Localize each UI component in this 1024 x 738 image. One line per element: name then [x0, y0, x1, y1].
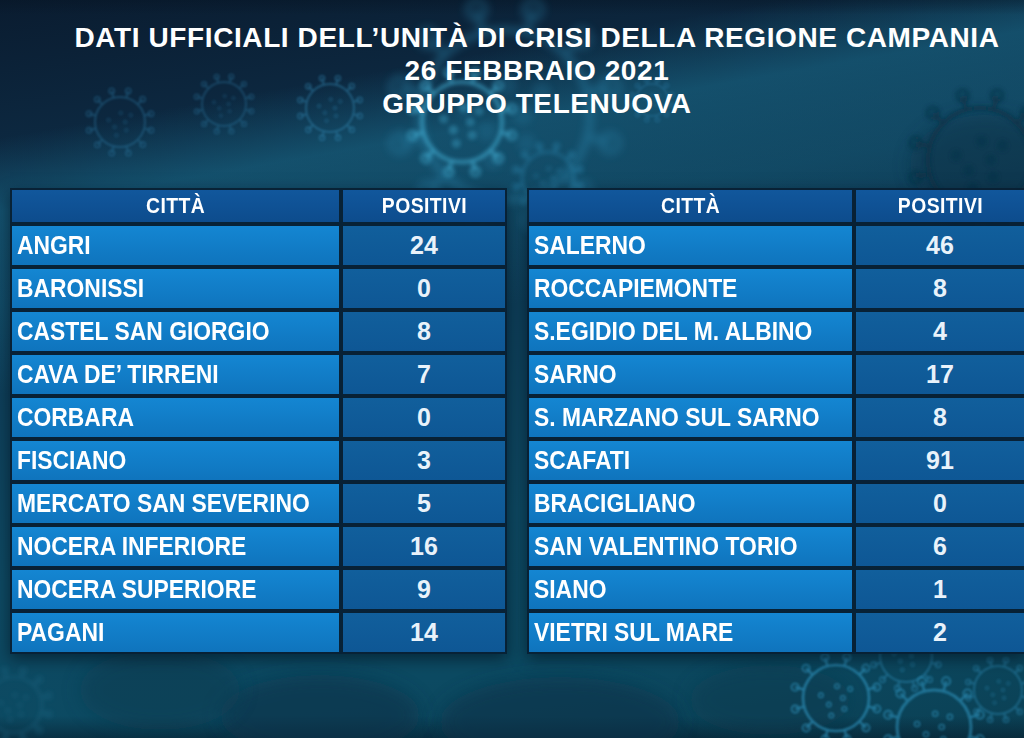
city-cell: FISCIANO: [12, 441, 339, 480]
background-blob: [80, 650, 240, 730]
city-name: FISCIANO: [17, 445, 126, 476]
header-label: CITTÀ: [146, 193, 205, 219]
city-name: SCAFATI: [534, 445, 630, 476]
title-line-1: DATI UFFICIALI DELL’UNITÀ DI CRISI DELLA…: [25, 21, 1024, 54]
positivi-cell: 4: [856, 312, 1024, 351]
city-name: CASTEL SAN GIORGIO: [17, 316, 270, 347]
city-cell: MERCATO SAN SEVERINO: [12, 484, 339, 523]
positivi-cell: 24: [343, 226, 505, 265]
city-name: SARNO: [534, 359, 617, 390]
city-name: BARONISSI: [17, 273, 144, 304]
city-name: VIETRI SUL MARE: [534, 617, 733, 648]
city-name: CAVA DE’ TIRRENI: [17, 359, 219, 390]
city-cell: CASTEL SAN GIORGIO: [12, 312, 339, 351]
city-cell: SARNO: [529, 355, 852, 394]
positivi-cell: 8: [343, 312, 505, 351]
positivi-cell: 0: [856, 484, 1024, 523]
cases-table-left: CITTÀ POSITIVI ANGRI 24 BARONISSI 0 CASTEL SAN…: [10, 188, 507, 654]
city-cell: VIETRI SUL MARE: [529, 613, 852, 652]
city-name: S. MARZANO SUL SARNO: [534, 402, 820, 433]
virus-icon: [966, 658, 1024, 723]
positivi-cell: 17: [856, 355, 1024, 394]
city-cell: ROCCAPIEMONTE: [529, 269, 852, 308]
city-name: NOCERA SUPERIORE: [17, 574, 256, 605]
city-cell: ANGRI: [12, 226, 339, 265]
positivi-cell: 7: [343, 355, 505, 394]
city-cell: S.EGIDIO DEL M. ALBINO: [529, 312, 852, 351]
city-name: SAN VALENTINO TORIO: [534, 531, 798, 562]
city-name: NOCERA INFERIORE: [17, 531, 246, 562]
city-name: BRACIGLIANO: [534, 488, 695, 519]
city-name: CORBARA: [17, 402, 134, 433]
header-label: POSITIVI: [897, 193, 982, 219]
city-name: SALERNO: [534, 230, 646, 261]
background-blob: [440, 677, 680, 738]
positivi-column-header: POSITIVI: [343, 190, 505, 222]
positivi-cell: 8: [856, 269, 1024, 308]
positivi-cell: 0: [343, 269, 505, 308]
header-label: CITTÀ: [661, 193, 720, 219]
city-name: MERCATO SAN SEVERINO: [17, 488, 310, 519]
background-blob: [690, 665, 850, 735]
background-blob: [220, 675, 420, 738]
citta-column-header: CITTÀ: [529, 190, 852, 222]
city-cell: SIANO: [529, 570, 852, 609]
positivi-cell: 2: [856, 613, 1024, 652]
positivi-cell: 3: [343, 441, 505, 480]
city-cell: NOCERA INFERIORE: [12, 527, 339, 566]
cases-table-right: CITTÀPOSITIVISALERNO46ROCCAPIEMONTE8S.EG…: [527, 188, 1024, 654]
city-cell: BRACIGLIANO: [529, 484, 852, 523]
title-block: DATI UFFICIALI DELL’UNITÀ DI CRISI DELLA…: [25, 21, 1024, 120]
city-cell: SAN VALENTINO TORIO: [529, 527, 852, 566]
positivi-cell: 46: [856, 226, 1024, 265]
city-cell: BARONISSI: [12, 269, 339, 308]
title-line-2: 26 FEBBRAIO 2021: [25, 54, 1024, 87]
city-cell: NOCERA SUPERIORE: [12, 570, 339, 609]
city-cell: S. MARZANO SUL SARNO: [529, 398, 852, 437]
positivi-cell: 91: [856, 441, 1024, 480]
positivi-cell: 16: [343, 527, 505, 566]
city-name: ANGRI: [17, 230, 91, 261]
header-label: POSITIVI: [381, 193, 466, 219]
citta-column-header: CITTÀ: [12, 190, 339, 222]
positivi-cell: 1: [856, 570, 1024, 609]
positivi-cell: 6: [856, 527, 1024, 566]
positivi-cell: 8: [856, 398, 1024, 437]
positivi-cell: 5: [343, 484, 505, 523]
virus-icon: [0, 667, 52, 738]
city-cell: CAVA DE’ TIRRENI: [12, 355, 339, 394]
positivi-cell: 0: [343, 398, 505, 437]
city-name: PAGANI: [17, 617, 104, 648]
city-name: SIANO: [534, 574, 606, 605]
positivi-cell: 14: [343, 613, 505, 652]
city-name: S.EGIDIO DEL M. ALBINO: [534, 316, 812, 347]
positivi-column-header: POSITIVI: [856, 190, 1024, 222]
city-cell: CORBARA: [12, 398, 339, 437]
positivi-cell: 9: [343, 570, 505, 609]
city-cell: PAGANI: [12, 613, 339, 652]
city-cell: SALERNO: [529, 226, 852, 265]
title-line-3: GRUPPO TELENUOVA: [25, 87, 1024, 120]
broadcast-graphic: DATI UFFICIALI DELL’UNITÀ DI CRISI DELLA…: [0, 0, 1024, 738]
city-cell: SCAFATI: [529, 441, 852, 480]
city-name: ROCCAPIEMONTE: [534, 273, 737, 304]
